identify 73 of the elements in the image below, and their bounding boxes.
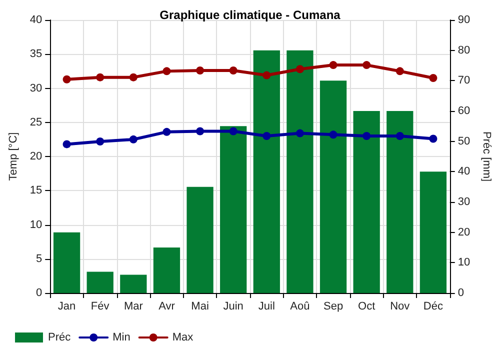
bar <box>420 172 447 293</box>
x-tick-label: Déc <box>423 300 444 312</box>
y2-tick-label: 50 <box>458 135 470 148</box>
bar <box>386 111 414 293</box>
y2-tick-label: 80 <box>458 44 470 56</box>
y2-tick-label: 70 <box>458 74 470 87</box>
bar <box>253 50 280 293</box>
point <box>362 132 371 140</box>
point <box>229 66 238 75</box>
x-tick-label: Jan <box>58 300 76 312</box>
bar <box>120 274 147 293</box>
y2-tick-label: 0 <box>458 287 464 299</box>
bar <box>286 50 314 293</box>
point <box>296 129 304 138</box>
chart-title: Graphique climatique - Cumana <box>160 8 341 22</box>
y-tick-label: 25 <box>30 116 42 128</box>
point <box>429 134 438 143</box>
y-axis-title: Temp [°C] <box>8 132 20 181</box>
y-tick-label: 20 <box>30 150 42 162</box>
y-tick-label: 0 <box>36 287 42 299</box>
point <box>262 132 271 140</box>
y-tick-label: 30 <box>30 82 42 94</box>
y2-tick-label: 60 <box>458 105 470 117</box>
y2-tick-label: 30 <box>458 196 470 208</box>
point <box>396 67 404 76</box>
x-tick-label: Juil <box>258 300 275 312</box>
y2-tick-label: 10 <box>458 256 470 269</box>
y2-tick-label: 90 <box>458 14 470 26</box>
x-tick-label: Aoû <box>290 300 310 312</box>
y2-tick-label: 40 <box>458 166 470 178</box>
y-tick-label: 5 <box>36 252 42 265</box>
x-tick-label: Sep <box>323 300 344 312</box>
point <box>229 127 238 136</box>
point <box>162 67 171 76</box>
legend-label: Max <box>172 332 194 344</box>
bar <box>320 80 347 293</box>
point <box>396 132 404 140</box>
y2-tick-label: 20 <box>458 226 470 238</box>
x-tick-label: Oct <box>358 300 376 312</box>
point <box>262 71 271 80</box>
point <box>129 135 138 144</box>
bar <box>220 126 247 293</box>
point <box>362 61 371 70</box>
bar <box>153 248 180 293</box>
x-tick-label: Juin <box>223 300 244 312</box>
bar <box>53 232 80 293</box>
point <box>329 61 338 70</box>
x-tick-label: Fév <box>90 300 110 312</box>
y-tick-label: 15 <box>30 184 42 197</box>
y2-axis-title: Préc [mm] <box>480 131 492 182</box>
point <box>129 73 138 82</box>
point <box>329 130 338 139</box>
point <box>162 128 171 136</box>
x-tick-label: Mai <box>191 300 209 312</box>
point <box>62 75 71 84</box>
point <box>96 73 104 82</box>
bar <box>86 272 114 293</box>
point <box>96 137 104 146</box>
legend-label: Préc <box>48 332 72 344</box>
bar <box>186 186 214 293</box>
y-tick-label: 35 <box>30 48 42 60</box>
x-tick-label: Mar <box>124 300 144 312</box>
legend-label: Min <box>112 332 130 344</box>
y-tick-label: 10 <box>30 218 42 231</box>
y-tick-label: 40 <box>30 14 42 26</box>
point <box>62 140 71 148</box>
x-tick-label: Nov <box>390 300 410 312</box>
point <box>296 65 304 74</box>
x-tick-label: Avr <box>158 300 176 312</box>
point <box>196 127 204 136</box>
bar <box>353 111 380 293</box>
point <box>196 66 204 75</box>
point <box>429 74 438 82</box>
